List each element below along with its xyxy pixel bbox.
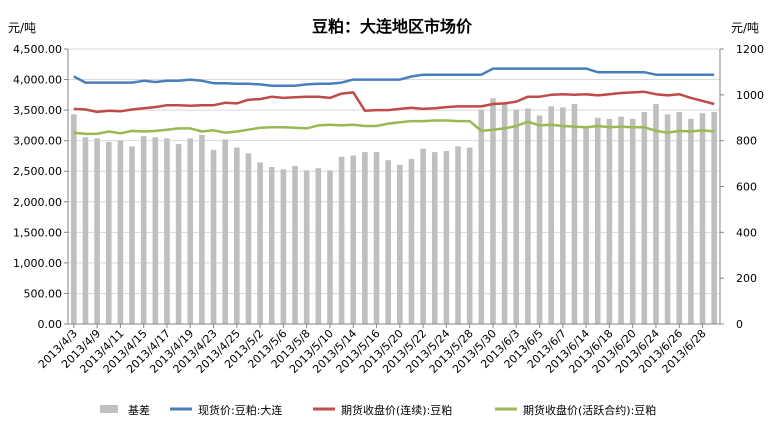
basis-bar <box>117 140 124 324</box>
right-tick-label: 1000 <box>736 89 764 102</box>
basis-bar <box>711 112 717 324</box>
basis-bar <box>257 162 263 324</box>
basis-bar <box>71 114 77 324</box>
basis-bar <box>455 146 461 324</box>
basis-bar <box>513 109 520 325</box>
basis-bar <box>525 108 531 324</box>
basis-bar <box>338 156 345 324</box>
basis-bar <box>688 118 694 324</box>
right-tick-label: 1200 <box>736 43 764 56</box>
series-line-1 <box>73 67 715 87</box>
left-tick-label: 3,500.00 <box>13 104 62 117</box>
basis-bar <box>594 117 601 324</box>
basis-bar <box>629 118 636 324</box>
basis-bar <box>571 104 578 324</box>
left-tick-label: 4,500.00 <box>13 43 62 56</box>
right-tick-label: 400 <box>736 226 757 239</box>
basis-bar <box>501 102 508 325</box>
basis-bar <box>385 160 391 324</box>
basis-bar <box>303 170 310 324</box>
legend-label: 现货价:豆粕:大连 <box>198 403 282 417</box>
basis-bar <box>234 147 240 324</box>
left-tick-label: 0.00 <box>38 318 63 331</box>
basis-bar <box>199 134 205 324</box>
basis-bar <box>164 138 170 324</box>
left-tick-label: 1,000.00 <box>13 257 62 270</box>
basis-bar <box>653 104 659 324</box>
right-tick-label: 0 <box>736 318 743 331</box>
axes: 0.00 500.00 1,000.00 1,500.00 2,000.00 2,500.… <box>13 43 764 376</box>
basis-bar <box>175 144 182 324</box>
basis-bar <box>490 98 496 324</box>
basis-bar <box>443 150 450 324</box>
basis-bar <box>129 146 135 324</box>
basis-bar <box>94 138 100 324</box>
basis-bar <box>315 168 322 324</box>
basis-bar <box>245 153 252 324</box>
basis-bar <box>583 126 589 325</box>
basis-bar <box>478 109 485 325</box>
left-tick-label: 3,000.00 <box>13 135 62 148</box>
basis-bar <box>210 149 217 324</box>
basis-bar <box>699 113 706 325</box>
right-tick-label: 800 <box>736 135 757 148</box>
basis-bar <box>560 107 566 324</box>
series-line-2 <box>73 90 715 114</box>
basis-bar <box>548 106 554 325</box>
left-axis-unit: 元/吨 <box>8 21 36 35</box>
price-lines <box>73 67 715 136</box>
basis-bar <box>676 112 683 324</box>
basis-bar <box>536 115 543 324</box>
left-tick-label: 2,000.00 <box>13 196 62 209</box>
basis-bar <box>140 136 147 324</box>
basis-bar <box>350 155 357 324</box>
basis-bar <box>82 137 89 324</box>
chart-title: 豆粕：大连地区市场价 <box>312 17 473 36</box>
legend: 基差 现货价:豆粕:大连 期货收盘价(连续):豆粕 期货收盘价(活跃合约):豆粕 <box>100 403 656 417</box>
basis-bar <box>641 112 648 324</box>
basis-bar <box>268 167 275 324</box>
basis-bar <box>327 170 333 324</box>
basis-bar <box>280 169 287 324</box>
legend-label: 基差 <box>128 403 150 417</box>
left-tick-label: 4,000.00 <box>13 74 62 87</box>
basis-bar <box>362 152 368 324</box>
legend-label: 期货收盘价(活跃合约):豆粕 <box>523 403 656 417</box>
left-tick-label: 2,500.00 <box>13 165 62 178</box>
basis-bar <box>618 116 624 325</box>
left-tick-label: 1,500.00 <box>13 226 62 239</box>
basis-bar <box>606 118 613 324</box>
legend-label: 期货收盘价(连续):豆粕 <box>341 403 452 417</box>
series-line-3 <box>73 119 715 136</box>
basis-bar <box>152 137 159 324</box>
basis-bars <box>71 98 717 325</box>
basis-bar <box>431 152 438 324</box>
basis-bar <box>664 114 671 324</box>
basis-bar <box>466 147 473 324</box>
basis-bar <box>408 159 415 324</box>
basis-bar <box>420 148 426 324</box>
basis-bar <box>222 139 228 324</box>
right-axis-unit: 元/吨 <box>731 21 759 35</box>
right-tick-label: 200 <box>736 272 757 285</box>
left-tick-label: 500.00 <box>24 287 63 300</box>
basis-bar <box>373 152 380 324</box>
basis-bar <box>187 138 194 324</box>
basis-bar <box>105 141 112 324</box>
right-tick-label: 600 <box>736 181 757 194</box>
basis-bar <box>397 164 403 324</box>
legend-swatch-bar <box>100 405 118 413</box>
basis-bar <box>292 165 298 324</box>
